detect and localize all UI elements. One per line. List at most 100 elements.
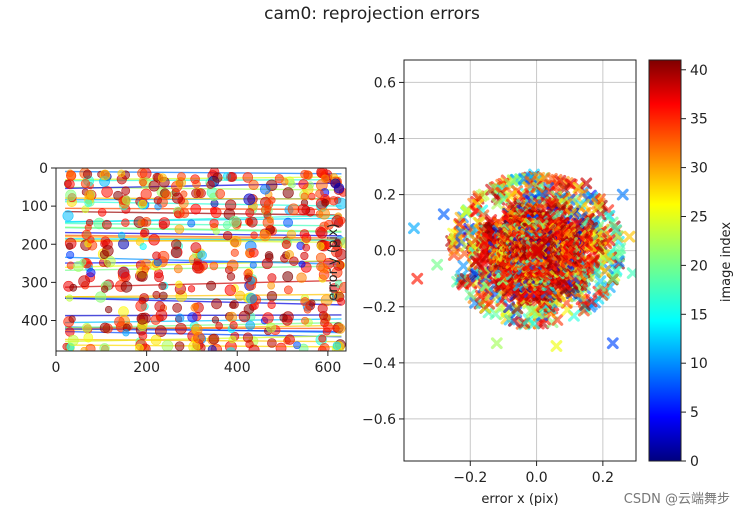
corner-point bbox=[206, 280, 217, 291]
corner-point bbox=[206, 180, 215, 189]
left-plot: 0 200 400 600 0 100 200 300 400 bbox=[21, 161, 347, 376]
error-marker bbox=[464, 288, 477, 301]
corner-point bbox=[283, 217, 293, 228]
corner-point bbox=[153, 196, 162, 205]
corner-point bbox=[150, 334, 162, 346]
y-tick-label: 0.0 bbox=[374, 244, 396, 260]
y-axis-label: error y (pix) bbox=[326, 223, 341, 300]
corner-point bbox=[298, 260, 306, 268]
colorbar-gradient bbox=[648, 59, 682, 462]
corner-point bbox=[300, 169, 310, 180]
corner-point bbox=[65, 189, 77, 201]
corner-point bbox=[226, 311, 238, 323]
corner-point bbox=[246, 293, 257, 304]
corner-point bbox=[171, 192, 184, 204]
corner-point bbox=[266, 291, 278, 302]
corner-point bbox=[81, 229, 92, 240]
corner-point bbox=[101, 219, 112, 230]
corner-point bbox=[224, 284, 236, 296]
corner-point bbox=[79, 258, 87, 266]
y-tick-label: 0.6 bbox=[374, 75, 396, 91]
corner-point bbox=[226, 259, 239, 272]
corner-point bbox=[211, 298, 222, 310]
corner-point bbox=[282, 271, 294, 282]
corner-point bbox=[137, 168, 148, 179]
corner-point bbox=[301, 233, 312, 243]
corner-point bbox=[62, 210, 74, 222]
corner-point bbox=[134, 343, 144, 351]
corner-point bbox=[207, 345, 217, 351]
corner-point bbox=[262, 312, 274, 324]
corner-point bbox=[118, 306, 129, 317]
corner-point bbox=[139, 229, 148, 238]
colorbar-ticks: 0 5 10 15 20 25 30 35 40 bbox=[681, 63, 708, 470]
corner-point bbox=[284, 250, 294, 260]
error-marker bbox=[594, 275, 607, 288]
corner-point bbox=[158, 291, 168, 301]
corner-point bbox=[288, 180, 296, 189]
image-row-line bbox=[65, 176, 342, 181]
y-tick-label: −0.4 bbox=[362, 356, 396, 372]
corner-point bbox=[296, 272, 307, 283]
corner-point bbox=[209, 218, 219, 228]
corner-point bbox=[65, 294, 74, 302]
corner-point bbox=[120, 281, 133, 293]
corner-point bbox=[246, 216, 258, 228]
corner-point bbox=[78, 275, 91, 288]
corner-point bbox=[267, 273, 277, 283]
error-marker bbox=[580, 177, 593, 190]
corner-point bbox=[161, 340, 174, 351]
corner-point bbox=[82, 169, 93, 179]
corner-point bbox=[245, 320, 255, 331]
corner-point bbox=[80, 179, 91, 189]
corner-point bbox=[248, 179, 259, 191]
corner-point bbox=[333, 238, 341, 246]
corner-point bbox=[287, 203, 300, 216]
corner-point bbox=[259, 184, 271, 195]
corner-point bbox=[308, 192, 316, 201]
image-row-line bbox=[65, 234, 342, 239]
error-marker bbox=[457, 260, 470, 272]
corner-point bbox=[118, 231, 126, 240]
corner-point bbox=[318, 334, 327, 343]
corner-point bbox=[65, 170, 77, 181]
figure-title: cam0: reprojection errors bbox=[264, 4, 480, 24]
colorbar: 0 5 10 15 20 25 30 35 40 image index bbox=[648, 59, 734, 470]
corner-point bbox=[65, 242, 74, 250]
corner-point bbox=[323, 322, 334, 333]
corner-point bbox=[286, 229, 297, 240]
colorbar-tick-label: 10 bbox=[690, 356, 708, 372]
corner-point bbox=[118, 238, 130, 250]
colorbar-tick-label: 25 bbox=[690, 209, 708, 225]
error-marker bbox=[525, 304, 538, 317]
corner-point bbox=[117, 169, 126, 178]
corner-point bbox=[315, 189, 324, 199]
corner-point bbox=[315, 252, 327, 263]
corner-point bbox=[222, 230, 233, 241]
corner-point bbox=[226, 347, 236, 351]
corner-point bbox=[154, 301, 166, 312]
corner-point bbox=[229, 321, 238, 330]
error-marker bbox=[531, 244, 544, 257]
corner-point bbox=[267, 281, 276, 290]
corner-point bbox=[281, 240, 291, 250]
corner-point bbox=[136, 271, 148, 282]
right-plot: −0.2 0.0 0.2 −0.6 −0.4 −0.2 0.0 0.2 0.4 0.6 error… bbox=[326, 59, 637, 507]
corner-point bbox=[229, 235, 242, 248]
corner-point bbox=[121, 218, 130, 227]
corner-point bbox=[64, 179, 75, 190]
corner-point bbox=[190, 174, 200, 184]
colorbar-tick-label: 35 bbox=[690, 112, 708, 128]
corner-point bbox=[317, 303, 328, 314]
image-row-line bbox=[65, 197, 342, 200]
corner-point bbox=[242, 332, 254, 343]
error-marker bbox=[623, 230, 636, 243]
corner-point bbox=[332, 341, 342, 350]
corner-point bbox=[228, 215, 241, 228]
corner-point bbox=[139, 242, 147, 251]
right-plot-points bbox=[408, 168, 636, 352]
y-tick-label: −0.2 bbox=[362, 300, 396, 316]
corner-point bbox=[262, 216, 274, 229]
error-marker bbox=[408, 222, 420, 235]
